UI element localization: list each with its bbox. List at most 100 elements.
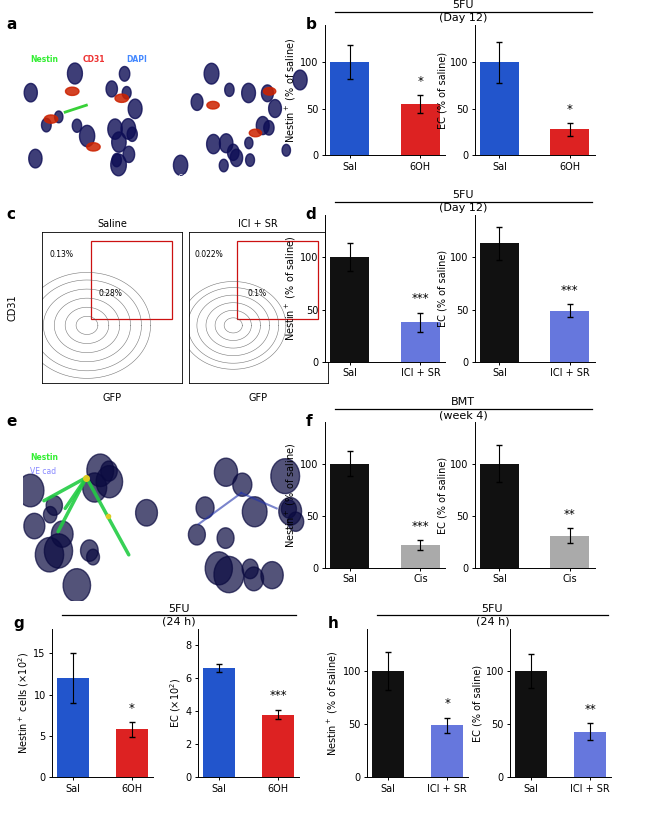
Polygon shape <box>44 533 73 568</box>
Polygon shape <box>35 538 64 572</box>
Text: (Day 12): (Day 12) <box>439 203 488 213</box>
Polygon shape <box>128 99 142 118</box>
Polygon shape <box>122 87 131 99</box>
Text: CD31: CD31 <box>8 294 18 321</box>
Bar <box>401 323 440 362</box>
Text: ICI + SR: ICI + SR <box>239 219 278 229</box>
Text: *: * <box>444 697 450 710</box>
Polygon shape <box>44 115 58 123</box>
Text: Nestin: Nestin <box>30 452 58 461</box>
Text: *: * <box>567 103 573 117</box>
Polygon shape <box>123 146 135 163</box>
Text: **: ** <box>584 703 596 715</box>
Bar <box>372 671 404 777</box>
Y-axis label: EC ($\times$10$^2$): EC ($\times$10$^2$) <box>168 678 183 728</box>
Text: b: b <box>306 17 317 31</box>
Polygon shape <box>250 129 262 136</box>
Polygon shape <box>227 144 239 160</box>
Text: ***: *** <box>411 293 429 305</box>
Bar <box>203 668 235 777</box>
Text: ***: *** <box>269 689 287 702</box>
Polygon shape <box>244 567 264 590</box>
Text: g: g <box>13 616 24 631</box>
Text: 5FU: 5FU <box>482 604 503 614</box>
Polygon shape <box>63 569 90 602</box>
Y-axis label: Nestin$^+$ (% of saline): Nestin$^+$ (% of saline) <box>283 37 298 143</box>
Polygon shape <box>29 149 42 168</box>
Text: 0.022%: 0.022% <box>194 250 223 259</box>
Polygon shape <box>24 84 37 102</box>
Polygon shape <box>174 155 188 175</box>
Polygon shape <box>86 549 99 565</box>
Polygon shape <box>106 81 118 97</box>
Text: **: ** <box>564 508 576 521</box>
Polygon shape <box>96 466 123 498</box>
Polygon shape <box>112 154 122 167</box>
Text: 0.1%: 0.1% <box>247 289 266 298</box>
Bar <box>91 241 172 319</box>
Text: Saline: Saline <box>30 586 55 595</box>
Polygon shape <box>233 473 252 496</box>
Polygon shape <box>225 84 234 97</box>
Polygon shape <box>261 562 283 589</box>
Text: (24 h): (24 h) <box>162 617 196 627</box>
Bar <box>515 671 547 777</box>
Text: 0.28%: 0.28% <box>98 289 122 298</box>
Text: CD31: CD31 <box>82 55 105 65</box>
Polygon shape <box>127 127 137 141</box>
Polygon shape <box>120 66 130 81</box>
Text: 6OHDA: 6OHDA <box>177 174 208 183</box>
Text: Cisplatin: Cisplatin <box>177 586 214 595</box>
Bar <box>551 311 590 362</box>
Polygon shape <box>42 118 51 131</box>
Polygon shape <box>245 137 253 149</box>
Polygon shape <box>205 552 233 585</box>
Y-axis label: Nestin$^+$ (% of saline): Nestin$^+$ (% of saline) <box>326 650 340 756</box>
Text: *: * <box>129 701 135 715</box>
Polygon shape <box>51 521 73 547</box>
Bar <box>330 464 369 568</box>
Bar <box>57 678 89 777</box>
Text: ***: *** <box>411 519 429 533</box>
Text: *: * <box>417 75 423 88</box>
Polygon shape <box>196 497 214 519</box>
Polygon shape <box>79 126 95 146</box>
Polygon shape <box>242 497 267 527</box>
Bar <box>237 241 318 319</box>
Polygon shape <box>220 134 233 153</box>
Polygon shape <box>136 500 157 526</box>
Polygon shape <box>214 557 244 593</box>
Bar <box>551 129 590 155</box>
Text: h: h <box>328 616 339 631</box>
Polygon shape <box>72 119 82 132</box>
Text: ***: *** <box>561 284 579 297</box>
Polygon shape <box>246 154 255 166</box>
Polygon shape <box>281 500 296 518</box>
Polygon shape <box>230 149 242 166</box>
Polygon shape <box>204 63 219 84</box>
Text: e: e <box>6 414 17 428</box>
Polygon shape <box>271 459 300 494</box>
Text: Saline: Saline <box>98 219 127 229</box>
Polygon shape <box>111 154 126 176</box>
Bar <box>480 62 519 155</box>
Text: (Day 12): (Day 12) <box>439 13 488 23</box>
Text: (week 4): (week 4) <box>439 410 488 420</box>
Polygon shape <box>46 495 62 515</box>
Polygon shape <box>191 93 203 111</box>
Polygon shape <box>207 102 219 109</box>
Text: 5FU: 5FU <box>452 0 474 10</box>
Polygon shape <box>219 160 228 172</box>
Text: BMT: BMT <box>451 397 475 407</box>
Text: DAPI: DAPI <box>126 55 147 65</box>
Polygon shape <box>87 454 114 486</box>
Polygon shape <box>282 145 291 156</box>
Y-axis label: EC (% of saline): EC (% of saline) <box>437 51 447 129</box>
Polygon shape <box>261 85 274 102</box>
Polygon shape <box>214 458 238 486</box>
Y-axis label: EC (% of saline): EC (% of saline) <box>437 250 447 327</box>
Polygon shape <box>264 121 274 135</box>
Text: 5FU: 5FU <box>168 604 190 614</box>
Polygon shape <box>112 132 126 152</box>
Polygon shape <box>207 135 220 154</box>
